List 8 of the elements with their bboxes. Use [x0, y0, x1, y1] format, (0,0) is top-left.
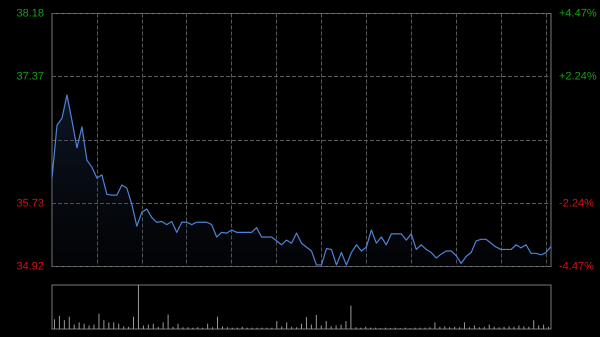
y-tick-label: 38.18: [16, 8, 44, 20]
y2-tick-label: -4.47%: [559, 260, 594, 272]
y2-tick-label: +2.24%: [559, 70, 597, 83]
y-tick-label: 34.92: [16, 260, 44, 272]
y2-tick-label: -2.24%: [559, 197, 594, 210]
y-tick-label: 35.73: [16, 198, 44, 210]
y2-tick-label: +4.47%: [559, 8, 597, 20]
y-tick-label: 37.37: [16, 70, 44, 82]
